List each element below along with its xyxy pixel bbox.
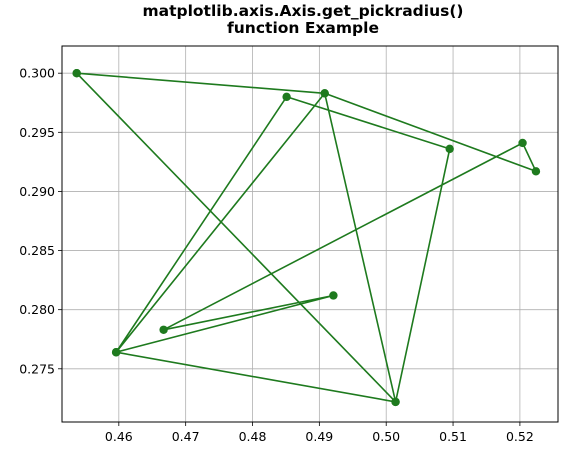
data-point bbox=[111, 348, 121, 357]
y-tick-label: 0.290 bbox=[19, 184, 55, 199]
axis-ticks: 0.46 0.47 0.48 0.49 0.50 0.51 0.52 0.275 0.280 0.… bbox=[19, 66, 534, 444]
chart-title-line-2: function Example bbox=[227, 19, 379, 37]
data-point bbox=[72, 68, 81, 78]
x-tick-label: 0.46 bbox=[105, 429, 133, 444]
x-tick-label: 0.50 bbox=[372, 429, 400, 444]
data-series bbox=[72, 68, 541, 407]
data-point bbox=[445, 144, 454, 154]
y-tick-label: 0.300 bbox=[19, 66, 55, 81]
grid-lines bbox=[62, 46, 558, 422]
data-point bbox=[329, 291, 338, 300]
data-point bbox=[320, 89, 329, 98]
y-tick-label: 0.285 bbox=[19, 243, 55, 258]
chart-title-line-1: matplotlib.axis.Axis.get_pickradius() bbox=[142, 2, 464, 20]
series-line bbox=[76, 72, 537, 403]
data-point bbox=[531, 167, 541, 176]
data-point bbox=[518, 138, 527, 148]
y-tick-label: 0.280 bbox=[19, 302, 55, 317]
chart-title: matplotlib.axis.Axis.get_pickradius() fu… bbox=[0, 3, 583, 37]
data-point bbox=[159, 325, 168, 334]
y-tick-label: 0.295 bbox=[19, 125, 55, 140]
x-tick-label: 0.52 bbox=[506, 429, 534, 444]
x-tick-label: 0.48 bbox=[239, 429, 267, 444]
y-tick-label: 0.275 bbox=[19, 361, 55, 376]
x-tick-label: 0.51 bbox=[439, 429, 467, 444]
data-point bbox=[391, 397, 400, 407]
data-point bbox=[282, 92, 291, 102]
x-tick-label: 0.47 bbox=[172, 429, 200, 444]
x-tick-label: 0.49 bbox=[305, 429, 333, 444]
axes-frame bbox=[61, 45, 559, 423]
